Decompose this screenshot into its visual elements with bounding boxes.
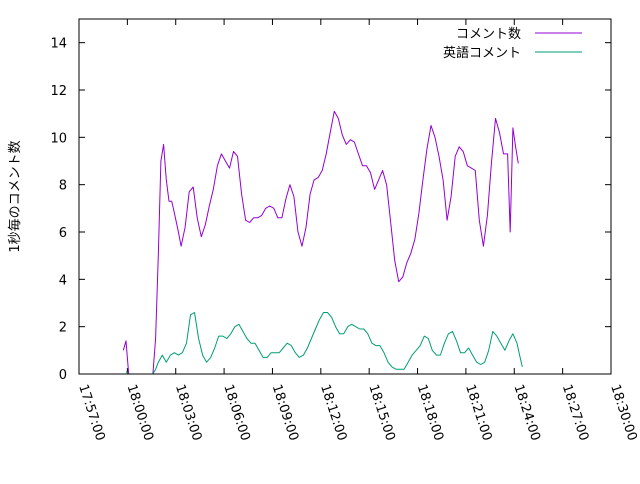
- x-tick-label: 18:21:00: [462, 383, 494, 443]
- x-tick-label: 18:00:00: [124, 383, 156, 443]
- x-tick-label: 18:24:00: [510, 383, 542, 443]
- x-tick-label: 18:30:00: [607, 383, 639, 443]
- x-tick-label: 18:09:00: [269, 383, 301, 443]
- series-line-1: [122, 110, 519, 375]
- x-tick-label: 18:15:00: [365, 383, 397, 443]
- y-tick-label: 2: [59, 321, 67, 336]
- y-tick-label: 12: [50, 84, 67, 99]
- x-axis-ticks: 17:57:00 18:00:00 18:03:00 18:06:00 18:09:00…: [75, 19, 640, 443]
- x-tick-label: 17:57:00: [75, 383, 107, 443]
- y-tick-label: 10: [50, 131, 67, 146]
- x-tick-label: 18:12:00: [317, 383, 349, 443]
- x-tick-label: 18:03:00: [172, 383, 204, 443]
- series-line-2: [125, 312, 523, 375]
- x-tick-label: 18:27:00: [559, 383, 591, 443]
- y-tick-label: 0: [59, 368, 67, 383]
- y-tick-label: 6: [59, 226, 67, 241]
- plot-frame: [78, 18, 612, 375]
- y-axis-label: 1秒毎のコメント数: [7, 140, 23, 252]
- y-tick-label: 14: [50, 37, 67, 52]
- legend-label-1: コメント数: [456, 27, 521, 42]
- series-layer: [122, 110, 523, 375]
- x-tick-label: 18:18:00: [414, 383, 446, 443]
- legend-label-2: 英語コメント: [443, 45, 521, 61]
- y-tick-label: 8: [59, 179, 67, 194]
- y-axis-ticks: 0 2 4 6 8 10 12 14: [50, 37, 611, 383]
- y-tick-label: 4: [59, 273, 67, 288]
- x-tick-label: 18:06:00: [220, 383, 252, 443]
